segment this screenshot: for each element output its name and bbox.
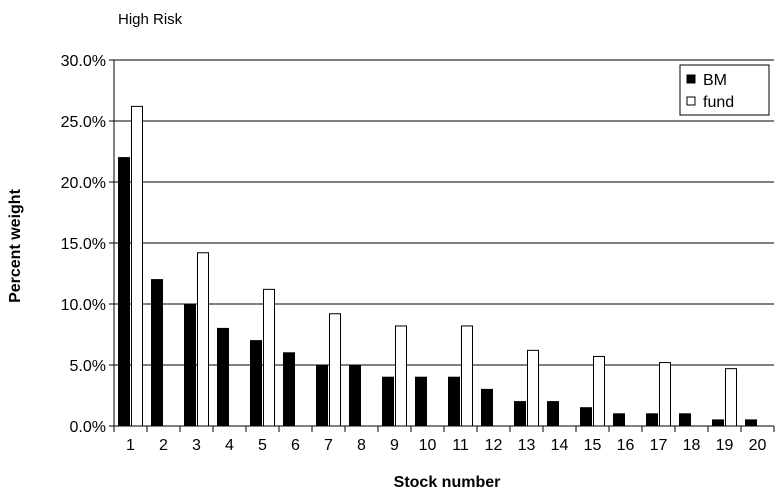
bar-fund-7 xyxy=(329,313,341,427)
y-tick-label: 20.0% xyxy=(61,175,106,192)
y-tick-label: 0.0% xyxy=(70,419,106,436)
x-tick-label: 20 xyxy=(749,437,767,454)
y-tick-label: 25.0% xyxy=(61,114,106,131)
bar-fund-5 xyxy=(263,288,275,427)
bar-bm-12 xyxy=(481,388,493,427)
x-tick-label: 18 xyxy=(683,437,701,454)
legend-swatch-bm xyxy=(686,74,696,84)
legend-box xyxy=(679,64,770,116)
x-tick-label: 4 xyxy=(225,437,234,454)
x-tick-label: 9 xyxy=(390,437,399,454)
bar-bm-14 xyxy=(547,401,559,427)
y-axis-title: Percent weight xyxy=(7,188,24,302)
x-tick-label: 17 xyxy=(650,437,668,454)
x-axis-title: Stock number xyxy=(394,474,501,491)
y-tick-label: 15.0% xyxy=(61,236,106,253)
bar-bm-18 xyxy=(679,413,691,427)
x-tick-label: 10 xyxy=(419,437,437,454)
bar-bm-20 xyxy=(745,419,757,427)
bar-fund-3 xyxy=(197,252,209,427)
bar-bm-2 xyxy=(151,279,163,427)
bar-bm-6 xyxy=(283,352,295,427)
legend-label-fund: fund xyxy=(703,94,734,111)
x-tick-label: 1 xyxy=(126,437,135,454)
bar-bm-4 xyxy=(217,327,229,427)
bar-bm-1 xyxy=(118,157,130,427)
bar-bm-15 xyxy=(580,407,592,427)
bar-bm-3 xyxy=(184,303,196,427)
bar-bm-10 xyxy=(415,376,427,427)
bar-bm-7 xyxy=(316,364,328,427)
bar-fund-9 xyxy=(395,325,407,427)
x-tick-label: 2 xyxy=(159,437,168,454)
x-tick-label: 7 xyxy=(324,437,333,454)
y-tick-label: 5.0% xyxy=(70,358,106,375)
bar-fund-11 xyxy=(461,325,473,427)
legend: BM fund xyxy=(679,64,770,116)
x-tick-label: 15 xyxy=(584,437,602,454)
bar-bm-8 xyxy=(349,364,361,427)
bar-bm-5 xyxy=(250,340,262,427)
x-tick-labels: 1 2 3 4 5 6 7 8 9 10 11 12 13 14 15 16 17 18 19 20 xyxy=(113,426,775,454)
y-tick-label: 10.0% xyxy=(61,297,106,314)
bar-bm-9 xyxy=(382,376,394,427)
x-tick-label: 3 xyxy=(192,437,201,454)
x-tick-label: 14 xyxy=(551,437,569,454)
x-tick-label: 11 xyxy=(452,437,469,454)
bar-fund-1 xyxy=(131,105,143,427)
legend-label-bm: BM xyxy=(703,72,727,89)
bar-bm-16 xyxy=(613,413,625,427)
y-tick-labels: 0.0% 5.0% 10.0% 15.0% 20.0% 25.0% 30.0% xyxy=(61,53,114,436)
x-tick-label: 16 xyxy=(617,437,635,454)
x-tick-label: 19 xyxy=(716,437,734,454)
chart-title: High Risk xyxy=(118,11,183,28)
y-tick-label: 30.0% xyxy=(61,53,106,70)
x-tick-label: 13 xyxy=(518,437,536,454)
bar-fund-13 xyxy=(527,349,539,427)
bar-fund-19 xyxy=(725,368,737,427)
x-tick-label: 8 xyxy=(357,437,366,454)
bar-bm-17 xyxy=(646,413,658,427)
bar-bm-19 xyxy=(712,419,724,427)
bar-bm-13 xyxy=(514,401,526,427)
gridlines xyxy=(114,59,774,366)
legend-swatch-fund xyxy=(686,96,696,106)
bar-fund-17 xyxy=(659,362,671,427)
x-tick-label: 6 xyxy=(291,437,300,454)
x-tick-label: 5 xyxy=(258,437,267,454)
x-tick-label: 12 xyxy=(485,437,503,454)
bars xyxy=(118,105,757,427)
bar-bm-11 xyxy=(448,376,460,427)
bar-fund-15 xyxy=(593,355,605,427)
